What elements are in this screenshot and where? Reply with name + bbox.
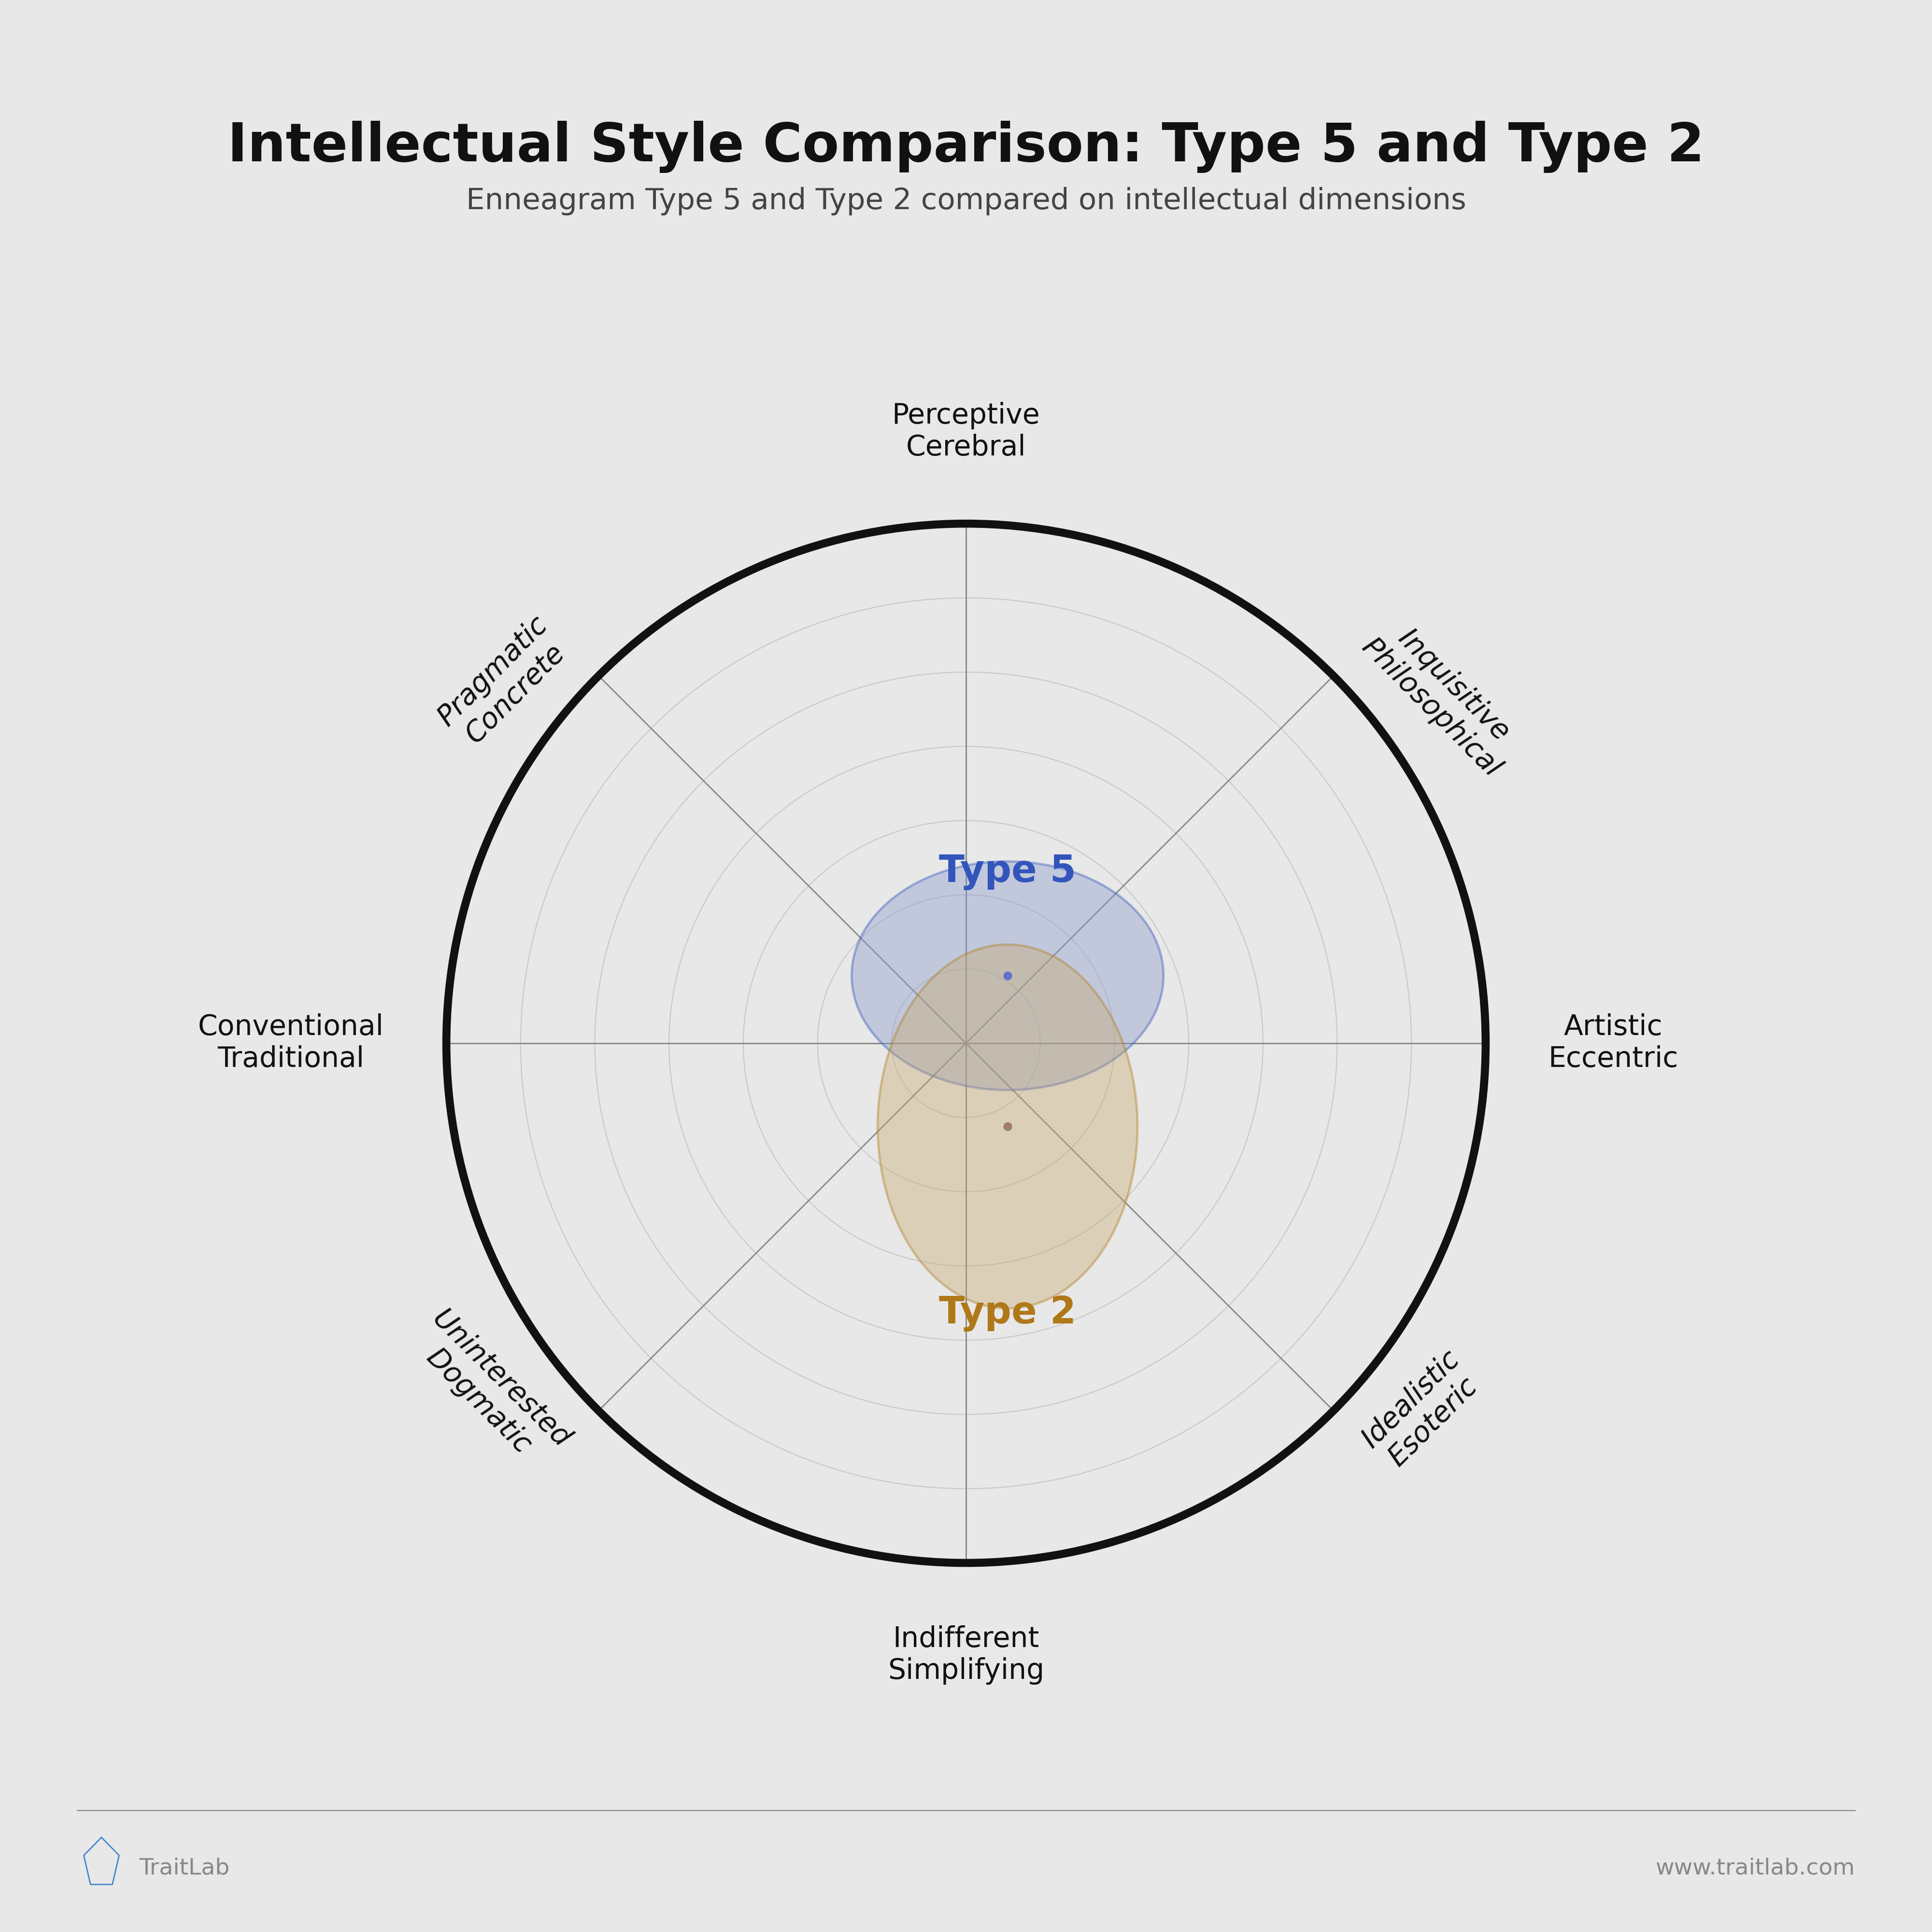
Text: Idealistic
Esoteric: Idealistic Esoteric bbox=[1356, 1345, 1488, 1476]
Text: Intellectual Style Comparison: Type 5 and Type 2: Intellectual Style Comparison: Type 5 an… bbox=[228, 120, 1704, 174]
Ellipse shape bbox=[852, 862, 1163, 1090]
Text: Enneagram Type 5 and Type 2 compared on intellectual dimensions: Enneagram Type 5 and Type 2 compared on … bbox=[466, 187, 1466, 214]
Text: TraitLab: TraitLab bbox=[139, 1857, 230, 1880]
Text: Type 5: Type 5 bbox=[939, 854, 1076, 891]
Text: Indifferent
Simplifying: Indifferent Simplifying bbox=[887, 1625, 1045, 1685]
Text: Type 2: Type 2 bbox=[939, 1294, 1076, 1331]
Text: Perceptive
Cerebral: Perceptive Cerebral bbox=[893, 402, 1039, 462]
Text: Pragmatic
Concrete: Pragmatic Concrete bbox=[433, 611, 576, 753]
Text: Conventional
Traditional: Conventional Traditional bbox=[199, 1014, 384, 1072]
Text: Uninterested
Dogmatic: Uninterested Dogmatic bbox=[404, 1304, 576, 1476]
Text: www.traitlab.com: www.traitlab.com bbox=[1656, 1857, 1855, 1880]
Text: Artistic
Eccentric: Artistic Eccentric bbox=[1548, 1014, 1679, 1072]
Text: Inquisitive
Philosophical: Inquisitive Philosophical bbox=[1356, 611, 1528, 782]
Ellipse shape bbox=[877, 945, 1138, 1308]
